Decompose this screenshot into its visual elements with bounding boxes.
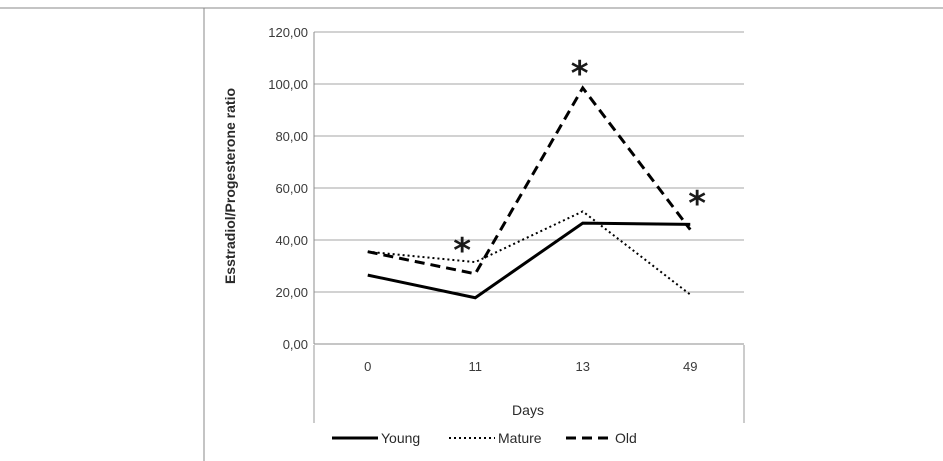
legend-label-old: Old bbox=[615, 430, 637, 446]
x-tick-label: 11 bbox=[469, 359, 483, 374]
y-tick-label: 80,00 bbox=[275, 129, 308, 144]
series-line-old bbox=[367, 85, 692, 276]
significance-asterisk: * bbox=[453, 231, 471, 271]
significance-asterisk: * bbox=[571, 54, 589, 94]
x-tick-label: 49 bbox=[683, 359, 697, 374]
y-tick-label: 100,00 bbox=[268, 77, 308, 92]
annotations: * * * bbox=[453, 54, 706, 271]
y-axis-title: Esstradiol/Progesterone ratio bbox=[222, 88, 238, 284]
y-tick-label: 60,00 bbox=[275, 181, 308, 196]
x-axis-title: Days bbox=[512, 402, 544, 418]
legend-label-young: Young bbox=[381, 430, 420, 446]
legend: Young Mature Old bbox=[332, 430, 637, 446]
y-tick-label: 20,00 bbox=[275, 285, 308, 300]
significance-asterisk: * bbox=[688, 184, 706, 224]
x-tick-label: 13 bbox=[576, 359, 590, 374]
series-lines bbox=[367, 85, 692, 300]
gridlines bbox=[313, 31, 744, 345]
x-tick-label: 0 bbox=[364, 359, 371, 374]
y-tick-label: 0,00 bbox=[283, 337, 308, 352]
x-tick-labels: 0 11 13 49 bbox=[364, 359, 697, 374]
y-tick-label: 40,00 bbox=[275, 233, 308, 248]
series-line-young bbox=[367, 221, 691, 300]
y-tick-label: 120,00 bbox=[268, 25, 308, 40]
y-tick-labels: 0,00 20,00 40,00 60,00 80,00 100,00 120,00 bbox=[268, 25, 308, 352]
legend-label-mature: Mature bbox=[498, 430, 542, 446]
